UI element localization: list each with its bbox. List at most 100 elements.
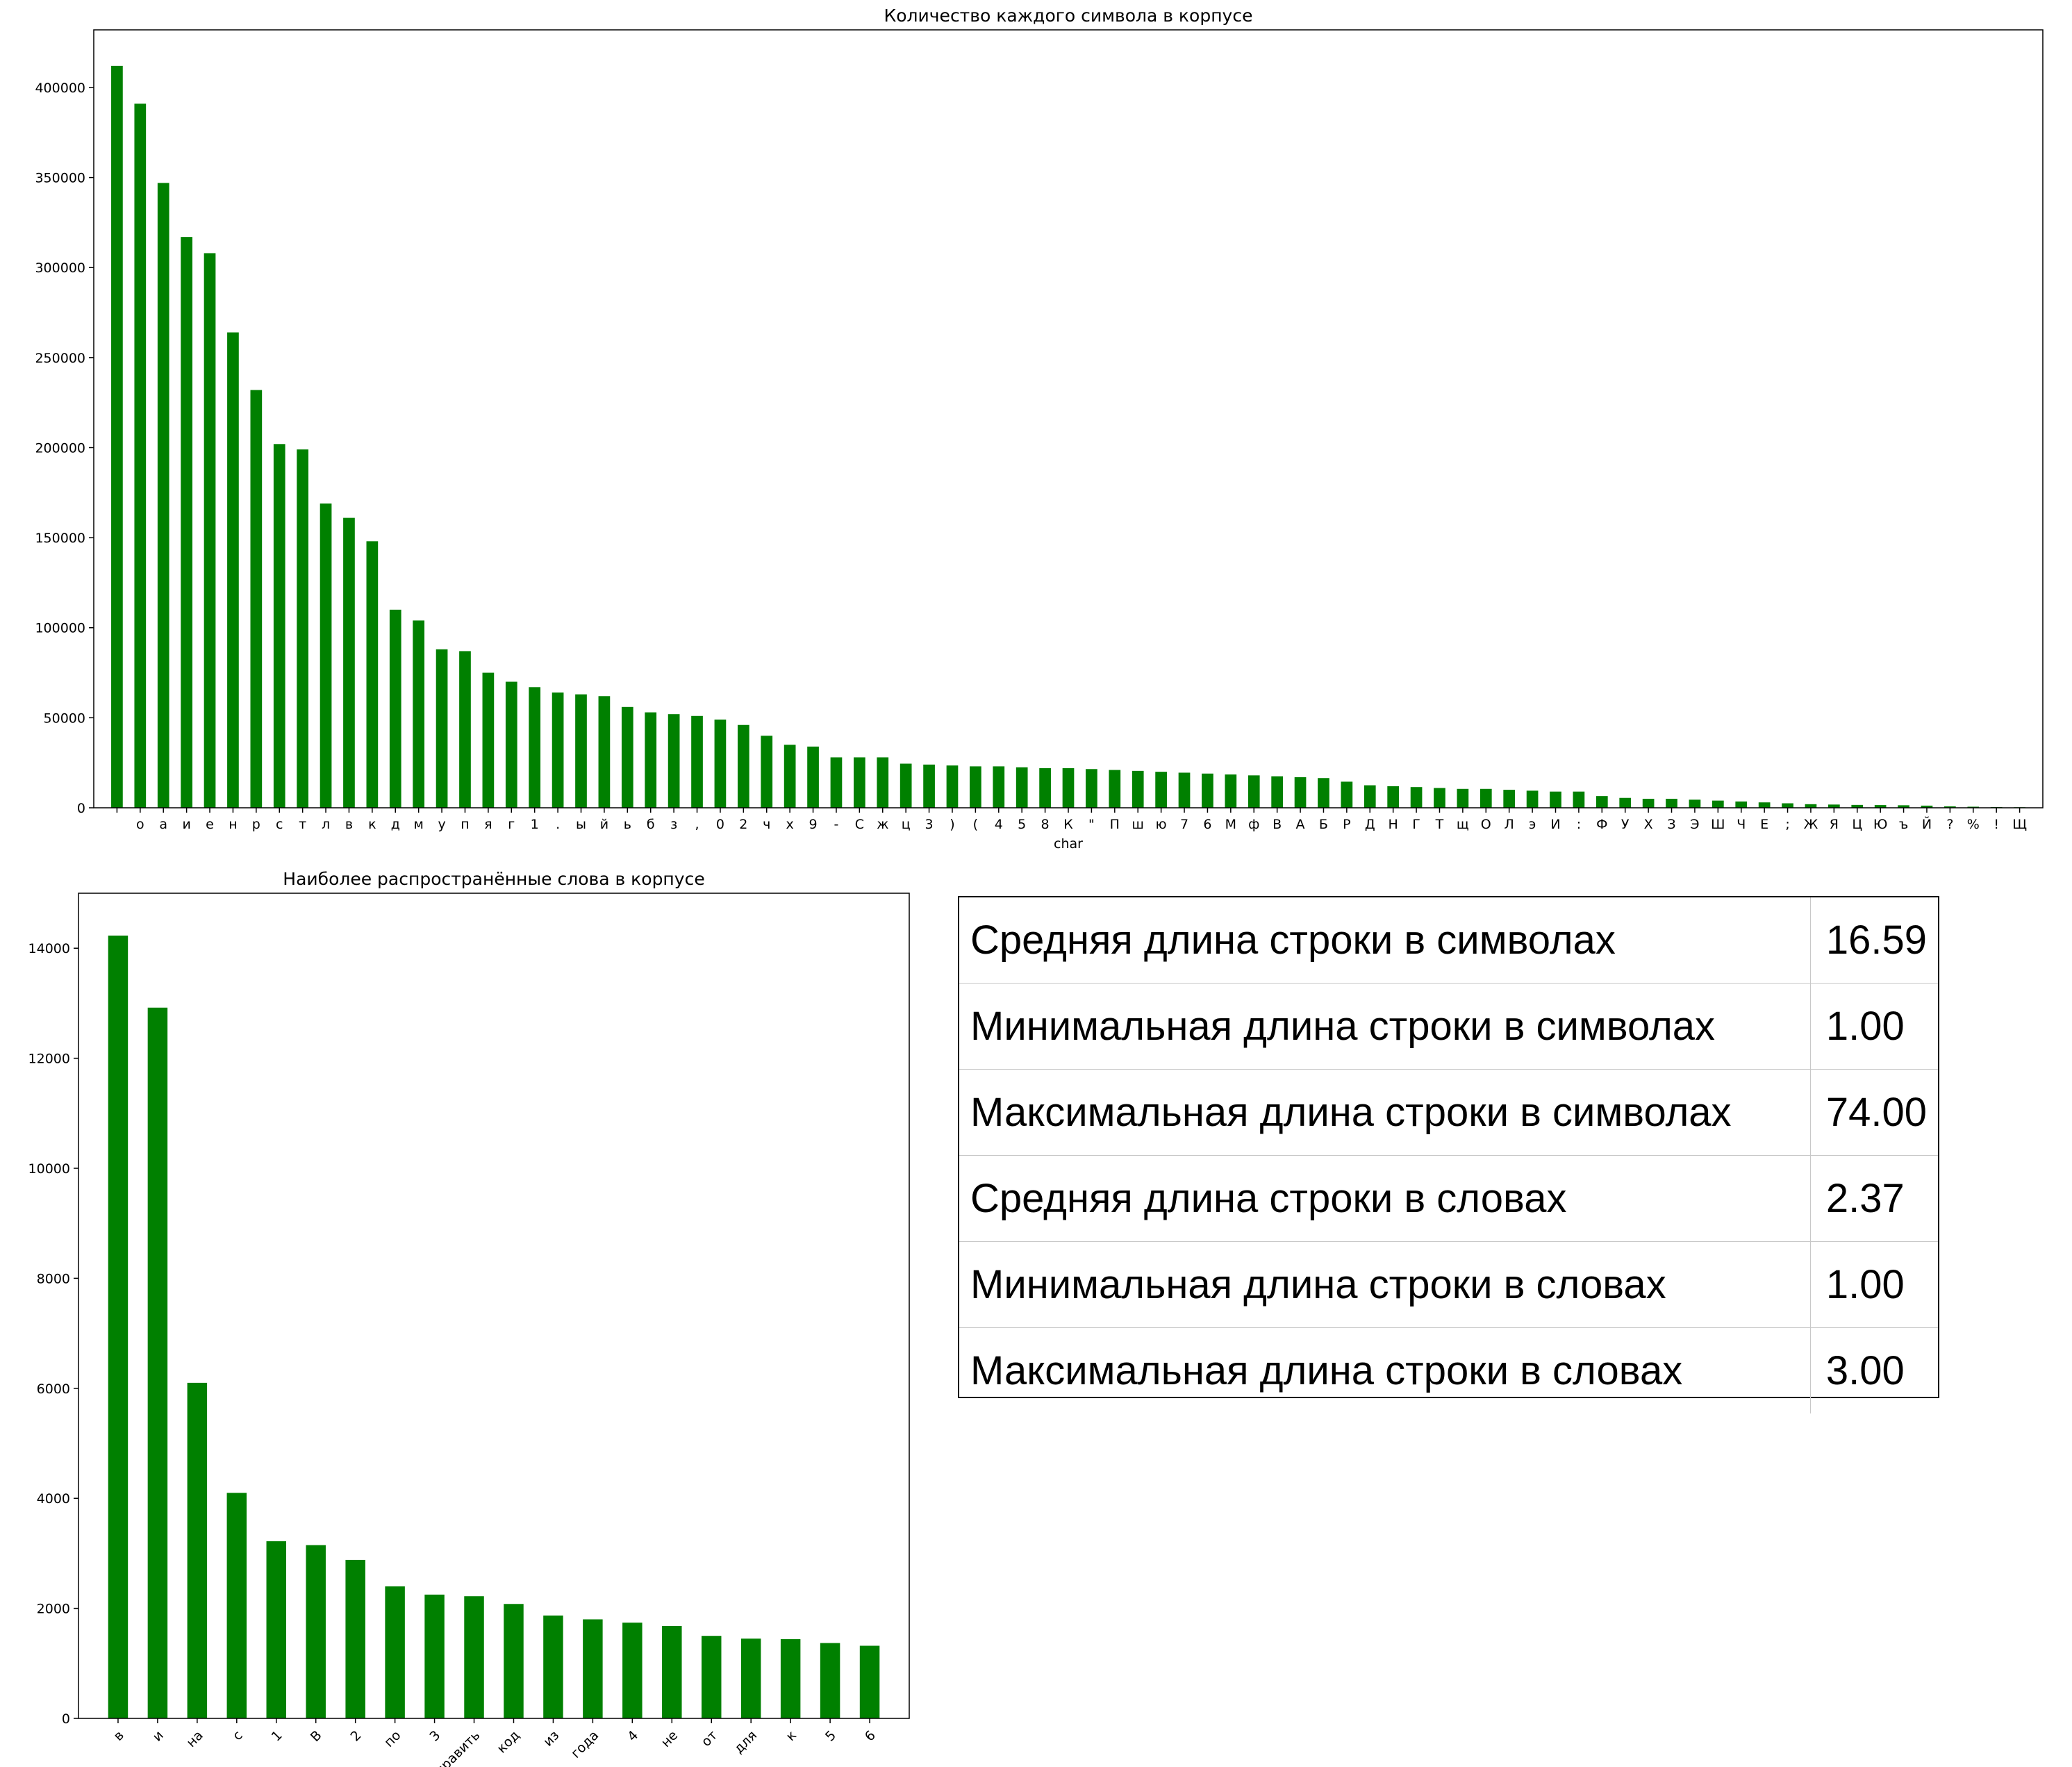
x-tick-label-50: В [1273,817,1282,832]
x-tick-label-32: С [855,817,864,832]
y-tick-label-7: 350000 [35,171,85,186]
x-tick-label-59: О [1481,817,1491,832]
x-tick-label-3: с [230,1727,246,1743]
x-tick-label-14: не [658,1727,681,1750]
y-tick-label-0: 0 [62,1711,70,1727]
stats-value: 1.00 [1809,1241,1938,1328]
bar-75 [1851,804,1864,808]
stats-row: Максимальная длина строки в символах 74.0… [959,1069,1938,1156]
bar-59 [1480,788,1492,808]
x-tick-label-30: 9 [809,817,818,832]
y-tick-label-5: 10000 [28,1161,70,1177]
bar-48 [1225,774,1237,808]
y-tick-label-2: 100000 [35,621,85,636]
bar-51 [1294,777,1307,808]
stats-label: Средняя длина строки в словах [959,1155,1811,1242]
x-tick-label-17: г [508,817,515,832]
y-tick-label-3: 6000 [37,1382,70,1397]
stats-table: Средняя длина строки в символах 16.59 Мини… [958,896,1939,1413]
x-tick-label-25: , [695,817,699,832]
bar-2 [187,1382,208,1718]
bar-2 [157,183,169,808]
x-tick-label-52: Б [1319,817,1328,832]
stats-value: 2.37 [1809,1155,1938,1242]
bar-18 [820,1643,840,1718]
x-tick-label-29: х [786,817,794,832]
bar-61 [1526,790,1539,808]
x-tick-label-57: Т [1435,817,1444,832]
bar-24 [668,714,680,808]
x-tick-label-75: Ц [1852,817,1862,832]
bar-68 [1689,799,1701,808]
char-count-chart: Количество каждого символа в корпусе 0 500… [35,6,2044,852]
bar-65 [1619,797,1632,808]
bar-4 [266,1541,286,1718]
x-tick-label-33: ж [877,817,888,832]
x-tick-label-64: Ф [1596,817,1607,832]
bar-57 [1434,788,1445,808]
bar-21 [598,696,611,808]
bar-1 [147,1007,168,1718]
bar-70 [1735,801,1748,808]
x-tick-label-79: ? [1946,817,1953,832]
y-tick-label-6: 12000 [28,1052,70,1067]
bar-60 [1503,790,1516,808]
bar-23 [645,712,657,808]
bar-30 [807,746,819,808]
y-tick-label-1: 2000 [37,1602,70,1617]
y-tick-label-3: 150000 [35,531,85,546]
x-tick-label-62: И [1550,817,1560,832]
x-tick-label-1: о [136,817,144,832]
x-tick-label-18: 5 [822,1727,839,1744]
x-tick-label-27: 2 [739,817,747,832]
stats-label: Средняя длина строки в символах [959,897,1811,984]
plot-frame [78,893,910,1719]
bar-33 [877,757,889,808]
bar-35 [923,764,935,808]
x-tick-label-81: ! [1994,817,1999,832]
bar-11 [543,1615,563,1718]
bar-6 [345,1559,365,1718]
bar-10 [343,517,355,808]
x-tick-label-9: л [322,817,330,832]
bar-9 [464,1596,484,1718]
x-tick-label-15: от [699,1727,721,1750]
x-tick-label-61: э [1529,817,1536,832]
bar-6 [250,390,263,808]
x-tick-label-23: б [647,817,655,832]
x-tick-label-53: Р [1343,817,1350,832]
bar-14 [662,1625,682,1718]
bar-15 [459,651,471,808]
bar-44 [1132,770,1144,808]
bar-66 [1642,799,1655,808]
bar-37 [970,766,981,808]
x-tick-label-72: ; [1785,817,1789,832]
bar-45 [1155,772,1167,808]
y-tick-label-6: 300000 [35,260,85,276]
x-tick-label-14: у [438,817,445,832]
bar-17 [780,1639,801,1718]
x-tick-label-42: " [1088,817,1095,832]
x-tick-label-45: ю [1156,817,1167,832]
x-tick-label-66: Х [1644,817,1653,832]
stats-value: 74.00 [1809,1069,1938,1156]
bar-73 [1805,804,1817,808]
x-tick-label-7: с [276,817,283,832]
bar-10 [504,1604,524,1718]
x-tick-label-58: щ [1457,817,1469,832]
x-tick-label-8: т [299,817,306,832]
bar-22 [621,706,633,808]
x-tick-label-44: ш [1132,817,1144,832]
bar-0 [108,935,129,1718]
x-tick-label-17: к [783,1727,799,1744]
bar-39 [1016,767,1028,808]
x-tick-label-13: 4 [624,1727,641,1744]
x-tick-label-70: Ч [1737,817,1746,832]
bar-63 [1573,791,1585,808]
bar-9 [320,503,332,808]
x-tick-label-46: 7 [1180,817,1188,832]
bar-79 [1944,806,1956,808]
bar-1 [134,103,147,808]
bar-31 [830,757,843,808]
bar-56 [1410,787,1423,808]
